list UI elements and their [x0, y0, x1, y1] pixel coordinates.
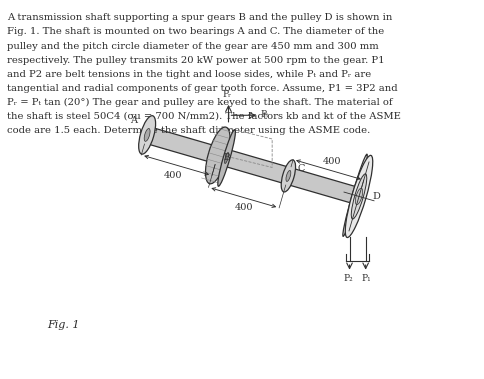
Ellipse shape: [286, 171, 290, 182]
Text: code are 1.5 each. Determine the shaft diameter using the ASME code.: code are 1.5 each. Determine the shaft d…: [7, 126, 369, 135]
Text: C: C: [297, 164, 305, 173]
Ellipse shape: [355, 188, 362, 205]
Ellipse shape: [350, 174, 366, 219]
Text: Pᵣ: Pᵣ: [223, 90, 232, 99]
Text: D: D: [371, 192, 379, 201]
Text: and P2 are belt tensions in the tight and loose sides, while Pₜ and Pᵣ are: and P2 are belt tensions in the tight an…: [7, 70, 370, 78]
Text: A: A: [130, 116, 137, 125]
Text: 400: 400: [322, 157, 341, 166]
Text: the shaft is steel 50C4 (σu = 700 N/mm2). The factors kb and kt of the ASME: the shaft is steel 50C4 (σu = 700 N/mm2)…: [7, 112, 400, 121]
Text: Pᵣ = Pₜ tan (20°) The gear and pulley are keyed to the shaft. The material of: Pᵣ = Pₜ tan (20°) The gear and pulley ar…: [7, 98, 392, 107]
Text: Fig. 1: Fig. 1: [47, 319, 80, 329]
Text: P₂: P₂: [343, 274, 353, 283]
Ellipse shape: [224, 152, 228, 163]
Polygon shape: [144, 127, 361, 205]
Ellipse shape: [342, 154, 366, 236]
Ellipse shape: [144, 128, 150, 141]
Ellipse shape: [217, 130, 235, 186]
Text: P₁: P₁: [361, 274, 371, 283]
Text: 400: 400: [234, 203, 253, 212]
Text: B: B: [223, 153, 229, 163]
Text: A transmission shaft supporting a spur gears B and the pulley D is shown in: A transmission shaft supporting a spur g…: [7, 13, 391, 22]
Text: Fig. 1. The shaft is mounted on two bearings A and C. The diameter of the: Fig. 1. The shaft is mounted on two bear…: [7, 27, 383, 36]
Text: pulley and the pitch circle diameter of the gear are 450 mm and 300 mm: pulley and the pitch circle diameter of …: [7, 42, 378, 50]
Text: 400: 400: [163, 171, 182, 180]
Ellipse shape: [138, 116, 155, 154]
Ellipse shape: [205, 127, 229, 184]
Text: tangential and radial components of gear tooth force. Assume, P1 = 3P2 and: tangential and radial components of gear…: [7, 84, 396, 92]
Text: Pₜ: Pₜ: [260, 110, 269, 119]
Ellipse shape: [281, 160, 295, 192]
Ellipse shape: [345, 155, 372, 238]
Text: respectively. The pulley transmits 20 kW power at 500 rpm to the gear. P1: respectively. The pulley transmits 20 kW…: [7, 56, 383, 64]
